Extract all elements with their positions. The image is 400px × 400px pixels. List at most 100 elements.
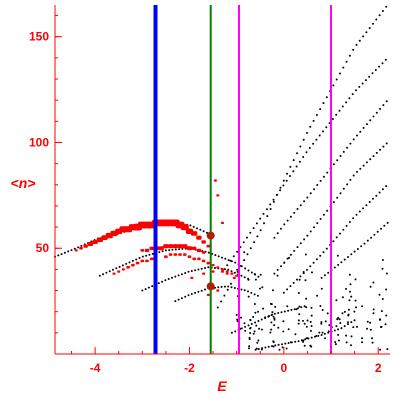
data-point-red bbox=[225, 272, 229, 275]
data-point-curve-1 bbox=[371, 72, 374, 75]
data-point-scatter bbox=[302, 319, 304, 322]
data-point-curve-0 bbox=[362, 35, 365, 38]
data-point-curve-5 bbox=[370, 236, 373, 239]
data-point-curve-10 bbox=[290, 309, 293, 311]
data-point-curve-10 bbox=[287, 309, 290, 312]
data-point-curve-10 bbox=[247, 324, 250, 327]
data-point-curve-4 bbox=[286, 288, 289, 291]
data-point-curve-0 bbox=[322, 102, 325, 105]
data-point-curve-2 bbox=[313, 188, 315, 191]
data-point-curve-3 bbox=[296, 246, 299, 249]
data-point-scatter bbox=[354, 299, 357, 302]
data-point-scatter bbox=[264, 316, 267, 319]
data-point-curve-1 bbox=[364, 79, 367, 82]
data-point-curve-1 bbox=[302, 156, 305, 158]
data-point-curve-1 bbox=[259, 217, 262, 220]
data-point-scatter bbox=[324, 320, 327, 323]
data-point-curve-7 bbox=[178, 248, 181, 251]
data-point-curve-1 bbox=[269, 203, 272, 206]
data-point-scatter bbox=[310, 306, 313, 309]
data-point-curve-10 bbox=[244, 325, 247, 328]
data-point-curve-0 bbox=[302, 138, 305, 141]
data-point-red bbox=[172, 244, 178, 249]
data-point-curve-7 bbox=[224, 257, 227, 260]
data-point-curve-3 bbox=[289, 253, 292, 256]
data-point-curve-3 bbox=[346, 183, 349, 186]
data-point-curve-0 bbox=[348, 54, 351, 57]
data-point-scatter bbox=[305, 325, 308, 328]
data-point-curve-4 bbox=[309, 265, 312, 268]
data-point-curve-7 bbox=[217, 255, 220, 258]
data-point-curve-1 bbox=[292, 170, 295, 173]
data-point-scatter bbox=[235, 314, 238, 316]
data-point-scatter bbox=[349, 290, 351, 293]
data-point-curve-4 bbox=[289, 285, 292, 288]
data-point-scatter bbox=[347, 308, 350, 311]
data-point-scatter bbox=[282, 320, 285, 323]
data-point-curve-11 bbox=[297, 340, 300, 343]
data-point-scatter bbox=[341, 312, 344, 315]
data-point-curve-2 bbox=[375, 111, 378, 114]
data-point-scatter bbox=[372, 308, 375, 311]
data-point-curve-0 bbox=[339, 72, 341, 75]
data-point-scatter bbox=[321, 309, 324, 311]
data-point-scatter bbox=[310, 329, 312, 332]
data-point-curve-4 bbox=[358, 210, 361, 213]
data-point-scatter bbox=[244, 329, 247, 332]
data-point-curve-8 bbox=[214, 267, 216, 269]
data-point-curve-0 bbox=[230, 282, 232, 285]
data-point-curve-4 bbox=[368, 201, 371, 203]
data-point-curve-11 bbox=[340, 327, 343, 330]
data-point-curve-0 bbox=[319, 108, 322, 111]
data-point-red bbox=[79, 246, 83, 250]
data-point-curve-7 bbox=[102, 273, 105, 276]
data-point-scatter bbox=[303, 322, 306, 325]
data-point-scatter bbox=[274, 305, 277, 308]
data-point-curve-0 bbox=[375, 18, 378, 21]
data-point-scatter bbox=[385, 288, 388, 291]
data-point-curve-7 bbox=[148, 253, 151, 256]
data-point-curve-4 bbox=[378, 191, 381, 194]
data-point-scatter bbox=[254, 311, 257, 314]
chart-marks bbox=[54, 5, 389, 354]
data-point-red bbox=[131, 263, 135, 267]
data-point-red bbox=[206, 293, 210, 296]
data-point-red bbox=[149, 257, 154, 261]
data-point-scatter bbox=[385, 272, 388, 275]
data-point-curve-7 bbox=[244, 267, 247, 270]
data-point-scatter bbox=[341, 296, 344, 299]
data-point-curve-2 bbox=[293, 211, 296, 214]
data-point-curve-11 bbox=[317, 334, 320, 337]
data-point-curve-4 bbox=[362, 207, 365, 210]
data-point-red bbox=[201, 240, 206, 244]
data-point-curve-1 bbox=[255, 222, 258, 225]
data-point-curve-6 bbox=[77, 246, 80, 249]
data-point-red bbox=[177, 244, 183, 249]
data-point-curve-0 bbox=[263, 222, 265, 225]
data-point-curve-3 bbox=[322, 213, 325, 216]
data-point-scatter bbox=[348, 299, 351, 302]
data-point-scatter bbox=[236, 268, 239, 271]
data-point-curve-2 bbox=[309, 192, 312, 195]
data-point-curve-7 bbox=[207, 251, 210, 254]
data-point-red bbox=[221, 221, 224, 224]
data-point-scatter bbox=[345, 287, 347, 290]
data-point-curve-9 bbox=[233, 287, 236, 289]
data-point-curve-8 bbox=[197, 268, 200, 271]
data-point-curve-8 bbox=[161, 280, 164, 283]
data-point-curve-8 bbox=[157, 282, 160, 285]
data-point-scatter bbox=[240, 316, 242, 319]
data-point-curve-9 bbox=[256, 294, 259, 297]
data-point-curve-2 bbox=[283, 223, 286, 226]
data-point-curve-4 bbox=[372, 197, 374, 200]
data-point-curve-7 bbox=[138, 257, 141, 259]
data-point-curve-2 bbox=[385, 100, 388, 103]
data-point-curve-5 bbox=[340, 261, 343, 264]
data-point-curve-11 bbox=[343, 325, 346, 328]
data-point-curve-2 bbox=[362, 126, 365, 129]
data-point-curve-0 bbox=[296, 152, 298, 155]
data-point-red bbox=[196, 248, 202, 253]
data-point-curve-1 bbox=[249, 231, 252, 234]
data-point-curve-0 bbox=[335, 78, 338, 81]
data-point-scatter bbox=[297, 319, 300, 322]
